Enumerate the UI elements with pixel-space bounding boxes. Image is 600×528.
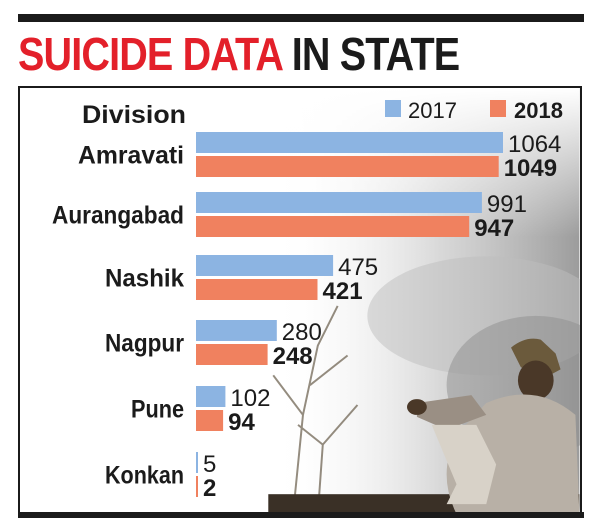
data-label-amravati-2017: 1064	[508, 131, 561, 158]
farmer-figure	[406, 338, 580, 514]
legend-swatch-2018	[490, 100, 506, 117]
category-label-konkan: Konkan	[105, 462, 184, 490]
data-label-konkan-2018: 2	[203, 475, 216, 502]
category-label-aurangabad: Aurangabad	[52, 202, 184, 230]
bar-nagpur-2018	[196, 344, 268, 365]
legend-swatch-2017	[385, 100, 401, 117]
category-label-nashik: Nashik	[105, 265, 184, 293]
bar-aurangabad-2018	[196, 216, 470, 237]
bar-pune-2017	[196, 386, 226, 407]
chart-panel: Division 2017 2018 Amravati 1064 1049 Aurangab…	[18, 86, 582, 516]
headline-part2: IN STATE	[291, 28, 460, 80]
bar-nagpur-2017	[196, 320, 277, 341]
data-label-konkan-2017: 5	[203, 451, 216, 478]
bar-konkan-2017	[196, 452, 198, 473]
data-label-aurangabad-2018: 947	[474, 215, 514, 242]
legend-label-2018: 2018	[514, 98, 563, 123]
data-label-pune-2018: 94	[228, 409, 255, 436]
data-label-amravati-2018: 1049	[504, 155, 557, 182]
category-label-nagpur: Nagpur	[105, 330, 184, 358]
bar-nashik-2018	[196, 279, 318, 300]
bar-amravati-2018	[196, 156, 499, 177]
data-label-aurangabad-2017: 991	[487, 191, 527, 218]
data-label-pune-2017: 102	[230, 385, 270, 412]
category-header: Division	[82, 101, 186, 129]
bar-pune-2018	[196, 410, 224, 431]
category-label-amravati: Amravati	[78, 142, 184, 170]
data-label-nagpur-2017: 280	[282, 319, 322, 346]
headline-part1: SUICIDE DATA	[18, 28, 283, 80]
data-label-nashik-2018: 421	[323, 278, 363, 305]
category-label-pune: Pune	[131, 396, 184, 424]
data-label-nashik-2017: 475	[338, 254, 378, 281]
legend-label-2017: 2017	[408, 98, 457, 123]
bar-aurangabad-2017	[196, 192, 482, 213]
bottom-rule	[18, 512, 584, 518]
bar-amravati-2017	[196, 132, 503, 153]
headline: SUICIDE DATA IN STATE	[18, 26, 460, 82]
bar-konkan-2018	[196, 476, 198, 497]
bar-nashik-2017	[196, 255, 334, 276]
data-label-nagpur-2018: 248	[273, 343, 313, 370]
top-rule	[18, 14, 584, 22]
